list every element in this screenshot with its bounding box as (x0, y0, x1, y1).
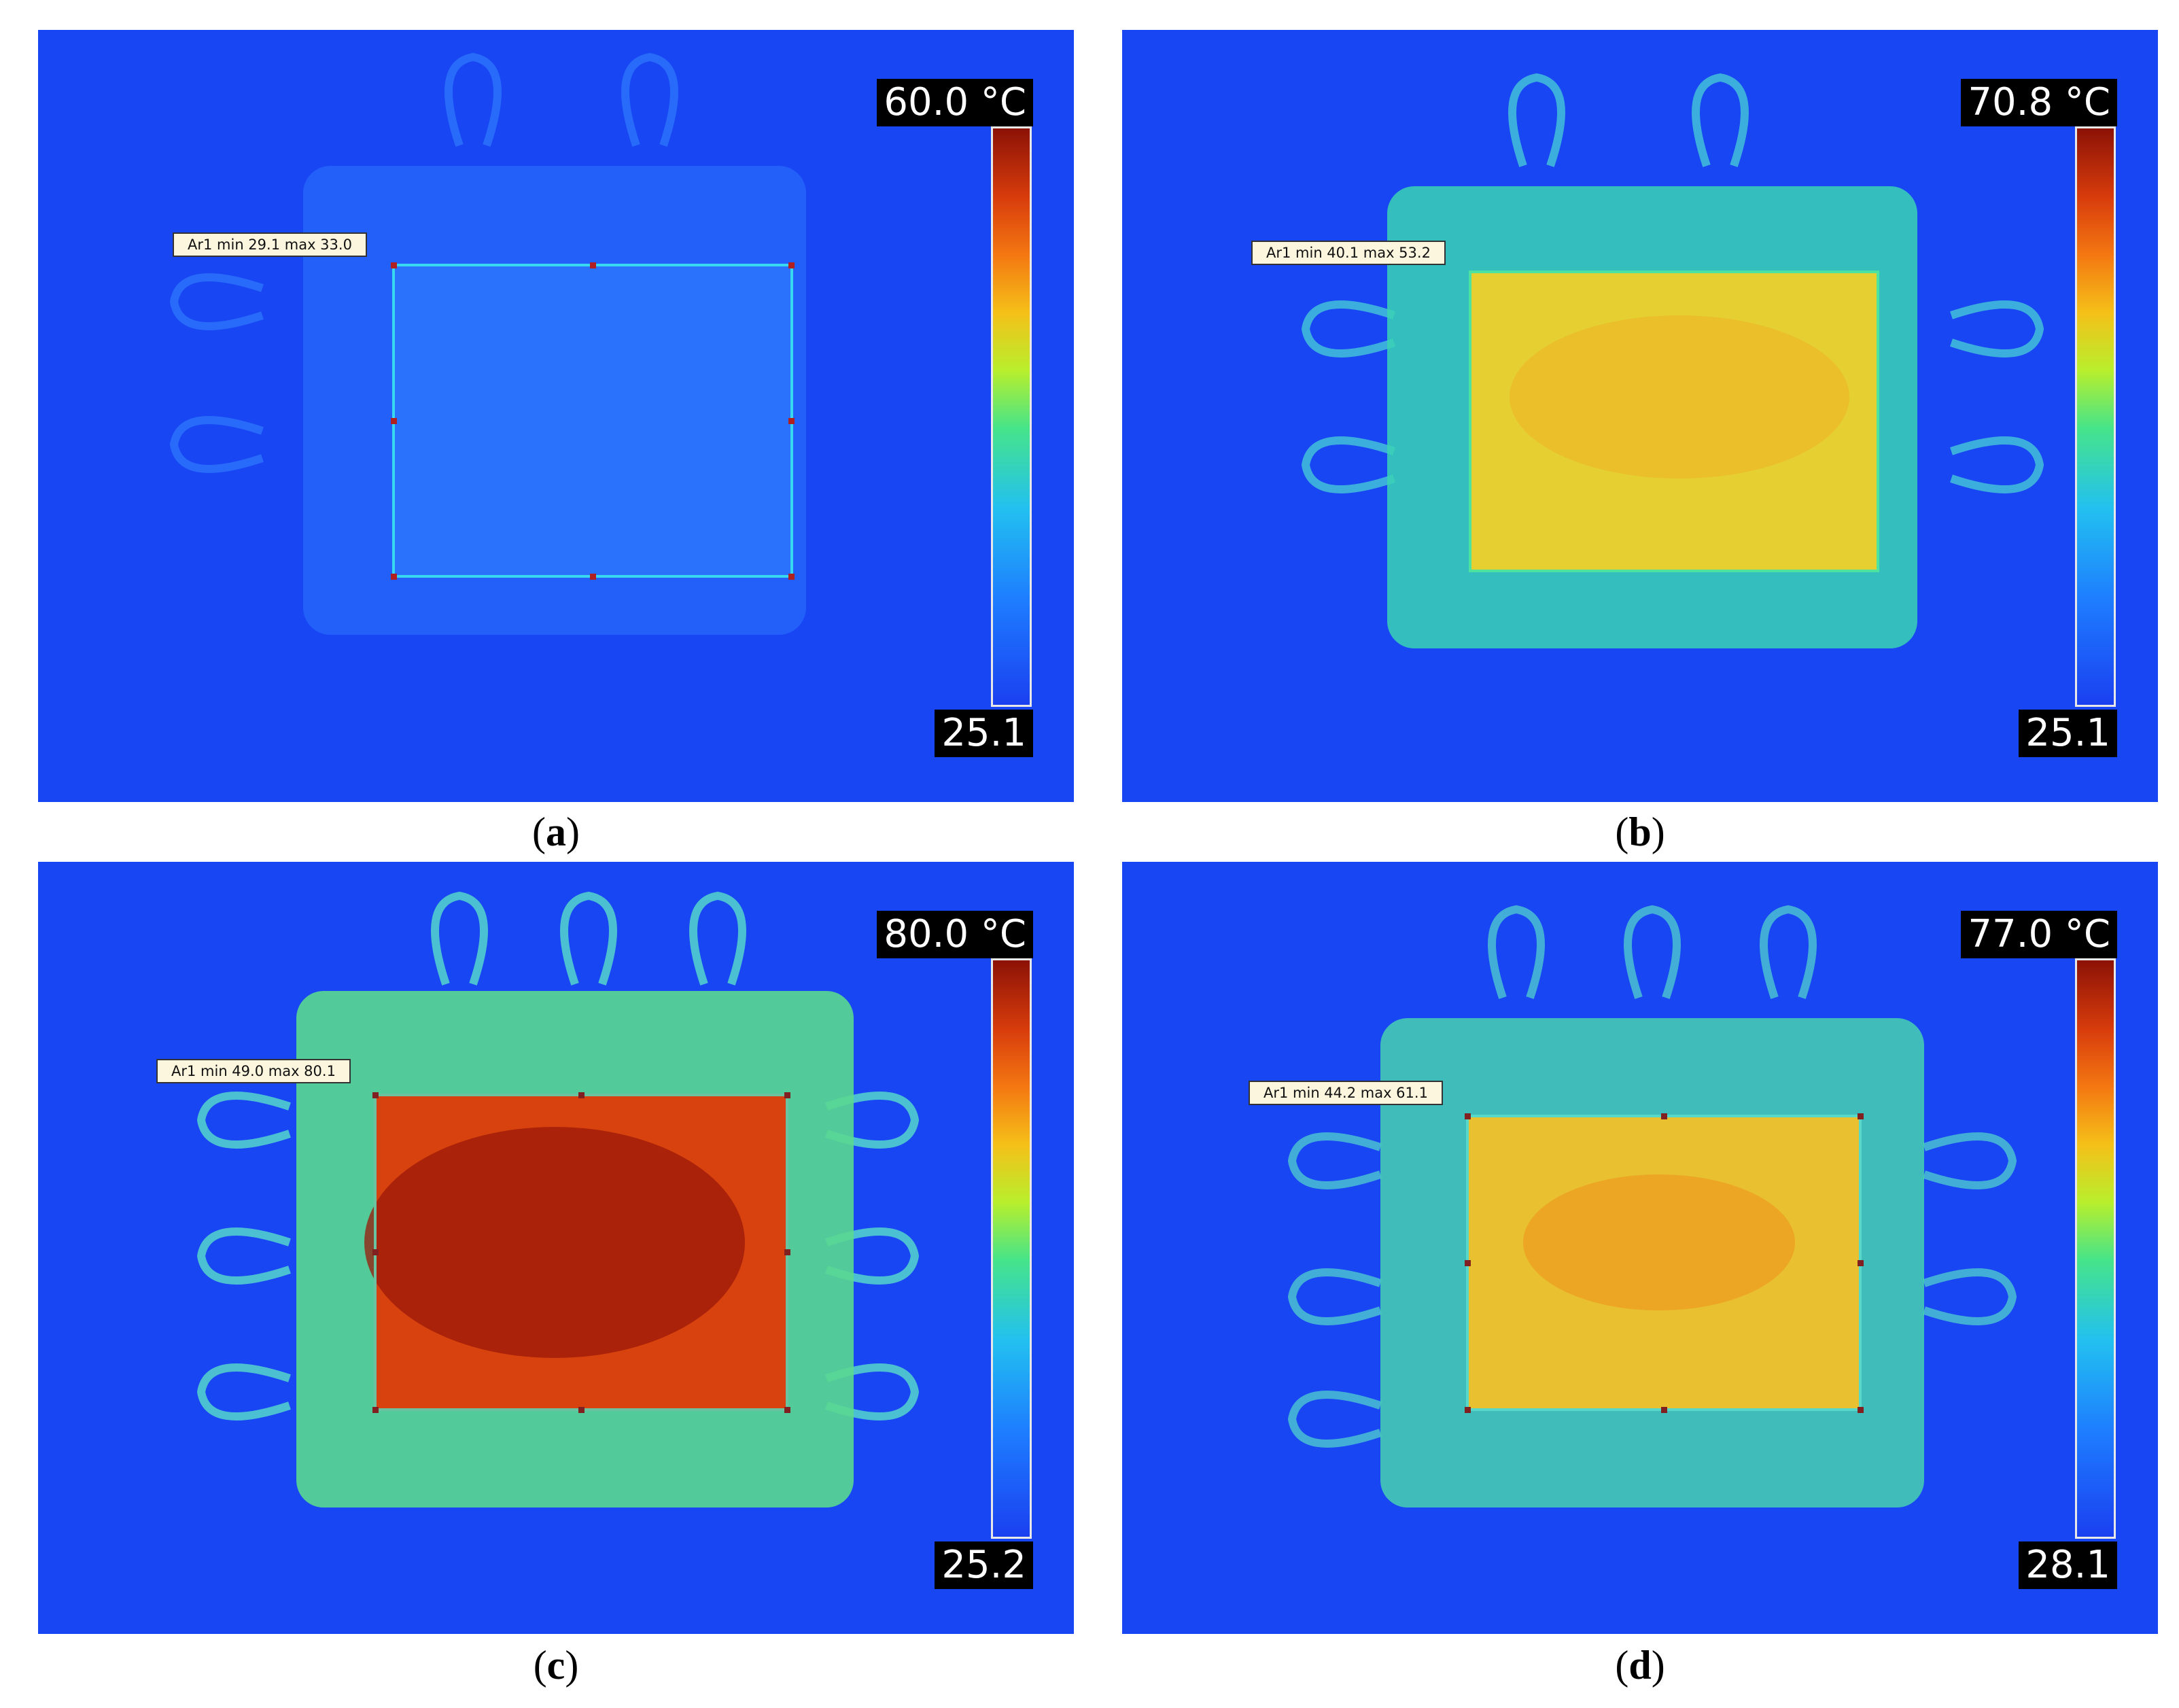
thermal-scene-b (1301, 73, 2044, 648)
color-scale-bar (991, 958, 1032, 1539)
roi-handles (391, 262, 795, 580)
binder-clips (196, 891, 920, 1421)
scale-max-label: 80.0 °C (877, 911, 1033, 958)
binder-clips (1287, 905, 2017, 1448)
roi-rectangle (1469, 271, 1879, 572)
thermal-image-b: Ar1 min 40.1 max 53.2 70.8 °C 25.1 (1122, 30, 2158, 802)
thermal-image-d: Ar1 min 44.2 max 61.1 77.0 °C 28.1 (1122, 862, 2158, 1634)
thermal-scene-a (169, 52, 806, 635)
hot-zone (364, 1127, 745, 1358)
scale-min-label: 28.1 (2019, 1541, 2117, 1589)
color-scale-bar (991, 126, 1032, 707)
sample-core (394, 265, 792, 576)
roi-label: Ar1 min 40.1 max 53.2 (1251, 241, 1446, 265)
scale-max-label: 77.0 °C (1961, 911, 2117, 958)
caption-a: (a) (532, 809, 580, 854)
thermal-scene-d (1287, 905, 2017, 1507)
caption-d: (d) (1615, 1643, 1665, 1688)
scale-max-label: 60.0 °C (877, 79, 1033, 126)
roi-handles (372, 1092, 790, 1413)
thermal-image-c: Ar1 min 49.0 max 80.1 80.0 °C 25.2 (38, 862, 1074, 1634)
binder-clips (1301, 73, 2044, 493)
hot-zone (1510, 315, 1849, 478)
color-scale-bar (2075, 126, 2116, 707)
color-scale-bar (2075, 958, 2116, 1539)
roi-label: Ar1 min 29.1 max 33.0 (173, 232, 367, 257)
scale-min-label: 25.1 (935, 710, 1033, 757)
thermal-scene-c (196, 891, 920, 1507)
thermal-image-a: Ar1 min 29.1 max 33.0 60.0 °C 25.1 (38, 30, 1074, 802)
caption-c: (c) (533, 1643, 579, 1688)
roi-label: Ar1 min 49.0 max 80.1 (156, 1059, 351, 1083)
scale-min-label: 25.1 (2019, 710, 2117, 757)
scale-min-label: 25.2 (935, 1541, 1033, 1589)
hot-zone (1523, 1174, 1795, 1310)
roi-handles (1465, 1113, 1864, 1413)
roi-label: Ar1 min 44.2 max 61.1 (1249, 1081, 1443, 1105)
scale-max-label: 70.8 °C (1961, 79, 2117, 126)
binder-clips (169, 52, 678, 473)
caption-b: (b) (1615, 809, 1665, 854)
